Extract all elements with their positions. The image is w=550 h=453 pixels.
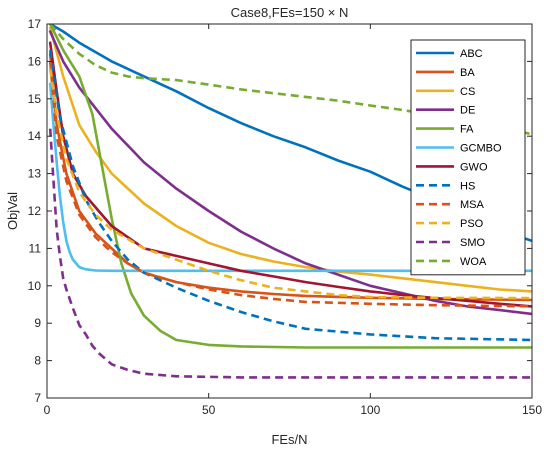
y-axis-title: ObjVal: [5, 192, 20, 230]
y-tick-label: 11: [29, 241, 42, 255]
series-line-smo: [48, 128, 532, 379]
chart-title: Case8,FEs=150 × N: [231, 5, 349, 20]
legend-label-de: DE: [460, 105, 475, 117]
x-tick-label: 150: [522, 403, 542, 417]
series-line-gcmbo: [48, 82, 532, 273]
legend-label-fa: FA: [460, 124, 474, 136]
y-tick-label: 10: [28, 279, 42, 293]
x-tick-label: 100: [360, 403, 380, 417]
x-axis-title: FEs/N: [271, 432, 307, 447]
legend-label-smo: SMO: [460, 237, 486, 249]
series-line-hs: [48, 50, 532, 342]
legend-label-msa: MSA: [460, 199, 485, 211]
axes: 0 50 100 150 7 8 9 10 11 12 13 14 15 16 17: [28, 17, 543, 417]
series-line-pso: [48, 68, 532, 300]
y-tick-label: 8: [34, 354, 41, 368]
legend-label-ba: BA: [460, 67, 475, 79]
y-tick-label: 16: [28, 54, 42, 68]
x-tick-label: 50: [202, 403, 216, 417]
y-tick-label: 12: [28, 204, 42, 218]
legend-label-abc: ABC: [460, 48, 483, 60]
y-tick-label: 9: [34, 316, 41, 330]
series-line-msa: [48, 61, 532, 308]
legend-label-gwo: GWO: [460, 161, 488, 173]
legend-label-woa: WOA: [460, 256, 487, 268]
legend: ABC BA CS DE FA GCMBO GWO HS MSA PSO SMO WOA: [410, 39, 526, 276]
y-tick-label: 7: [34, 391, 41, 405]
series-line-de: [48, 30, 532, 316]
y-tick-label: 17: [28, 17, 42, 31]
legend-label-cs: CS: [460, 86, 475, 98]
legend-label-gcmbo: GCMBO: [460, 143, 502, 155]
legend-label-hs: HS: [460, 180, 475, 192]
series-line-fa: [48, 24, 532, 349]
series-line-cs: [48, 26, 532, 293]
y-tick-label: 15: [28, 92, 42, 106]
y-tick-label: 14: [28, 129, 42, 143]
x-tick-label: 0: [44, 403, 51, 417]
y-tick-label: 13: [28, 167, 42, 181]
legend-label-pso: PSO: [460, 218, 484, 230]
legend-box: [410, 39, 526, 276]
